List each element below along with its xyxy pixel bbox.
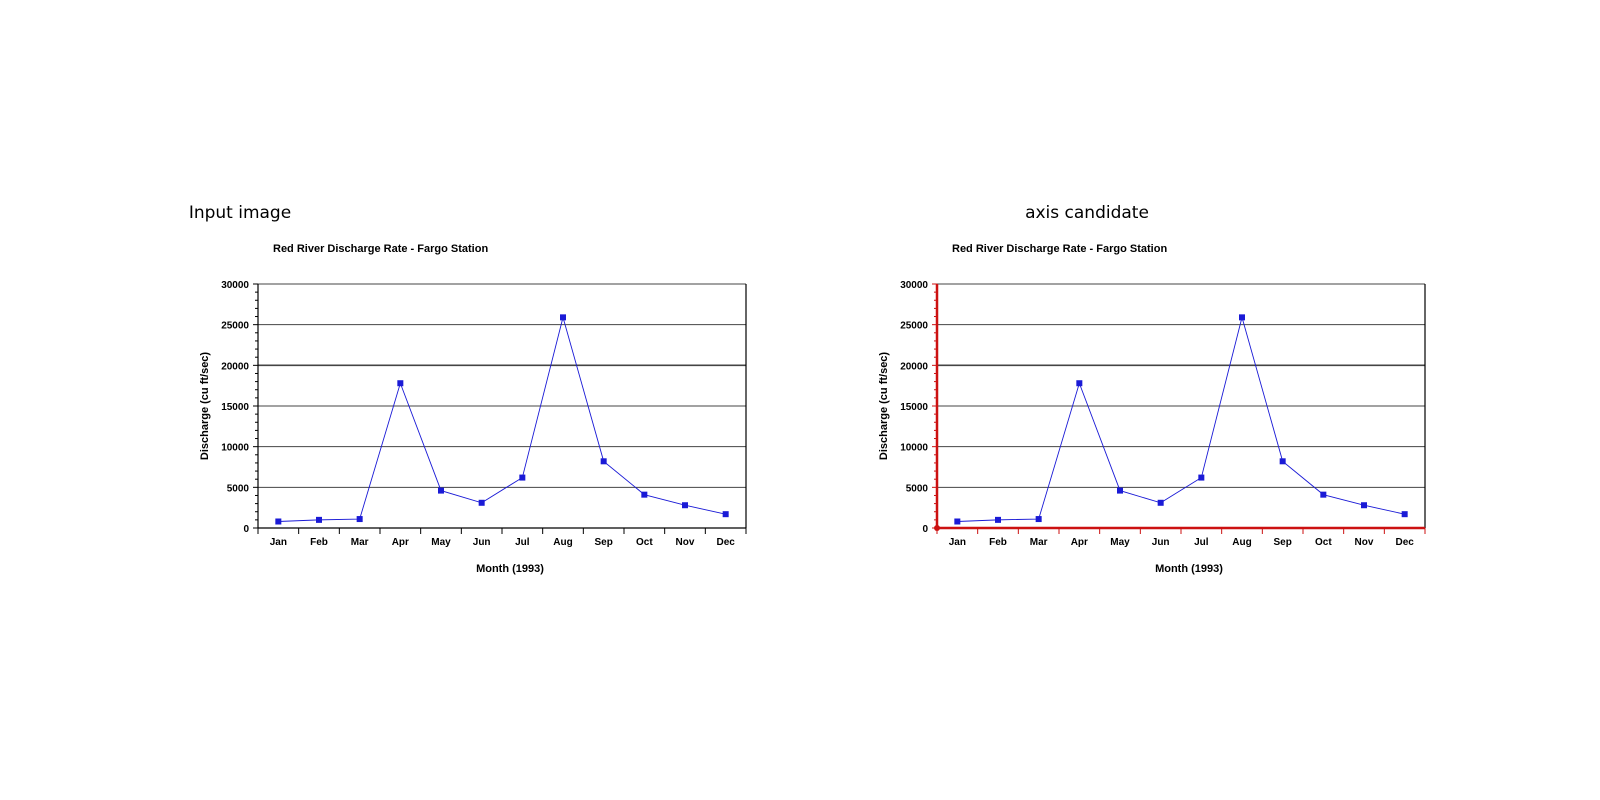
- data-point: [954, 518, 961, 525]
- y-tick-label: 25000: [900, 321, 928, 332]
- data-point: [316, 516, 322, 523]
- y-tick-label: 20000: [221, 361, 249, 372]
- axis-candidate-panel: axis candidate: [800, 0, 1600, 800]
- panel-heading-input: Input image: [188, 203, 292, 223]
- data-point: [1117, 487, 1123, 494]
- x-tick-label: Sep: [594, 537, 612, 548]
- x-tick-label: Aug: [1232, 537, 1251, 548]
- data-point: [1279, 458, 1286, 465]
- x-tick-label: Apr: [1071, 537, 1088, 548]
- chart-group-axis-candidate: Red River Discharge Rate - Fargo Station…: [878, 243, 1426, 575]
- data-point: [438, 487, 444, 494]
- axis-origin-marker: [934, 525, 940, 531]
- y-tick-label: 10000: [900, 443, 928, 454]
- x-tick-label: Jun: [1152, 537, 1170, 548]
- x-tick-label: Jun: [473, 537, 491, 548]
- data-point: [356, 516, 363, 523]
- y-axis-title: Discharge (cu ft/sec): [199, 352, 211, 461]
- y-tick-label: 25000: [221, 321, 249, 332]
- x-tick-label: Jan: [949, 537, 966, 548]
- series-line: [957, 315, 1405, 522]
- y-axis-title: Discharge (cu ft/sec): [878, 352, 890, 461]
- y-tick-label: 15000: [900, 402, 928, 413]
- y-tick-label: 20000: [900, 361, 928, 372]
- y-tick-label: 5000: [227, 483, 250, 494]
- y-tick-label: 30000: [900, 280, 928, 291]
- data-point: [275, 518, 282, 525]
- y-tick-label: 0: [922, 524, 928, 535]
- x-tick-label: Feb: [989, 537, 1007, 548]
- data-point: [1361, 502, 1367, 509]
- x-tick-label: Nov: [1355, 537, 1374, 548]
- data-point: [1076, 380, 1083, 387]
- input-image-panel: Input image: [188, 203, 292, 223]
- data-point: [478, 499, 485, 506]
- data-point: [560, 314, 566, 321]
- data-point: [397, 380, 404, 387]
- x-tick-label: Jul: [1194, 537, 1209, 548]
- y-tick-label: 0: [243, 524, 249, 535]
- chart-group-input: Red River Discharge Rate - Fargo Station…: [199, 243, 747, 575]
- x-tick-label: Oct: [636, 537, 653, 548]
- x-tick-label: Feb: [310, 537, 328, 548]
- data-point: [995, 516, 1001, 523]
- x-tick-label: Oct: [1315, 537, 1332, 548]
- x-tick-label: Sep: [1273, 537, 1291, 548]
- data-point: [1157, 499, 1164, 506]
- x-tick-label: Dec: [1395, 537, 1414, 548]
- y-tick-label: 30000: [221, 280, 249, 291]
- data-point: [682, 502, 688, 509]
- data-point: [1239, 314, 1245, 321]
- data-point: [641, 491, 648, 498]
- x-tick-label: May: [1110, 537, 1130, 548]
- x-tick-label: Aug: [553, 537, 572, 548]
- x-tick-label: Jul: [515, 537, 530, 548]
- data-point: [1198, 474, 1205, 481]
- chart-title: Red River Discharge Rate - Fargo Station: [273, 243, 488, 255]
- data-point: [1320, 491, 1327, 498]
- data-point: [519, 474, 526, 481]
- data-point: [722, 511, 729, 518]
- x-axis-title: Month (1993): [476, 563, 544, 575]
- x-tick-label: Mar: [1030, 537, 1048, 548]
- x-axis-title: Month (1993): [1155, 563, 1223, 575]
- chart-title: Red River Discharge Rate - Fargo Station: [952, 243, 1167, 255]
- data-point: [1401, 511, 1408, 518]
- y-tick-label: 5000: [906, 483, 929, 494]
- data-point: [1035, 516, 1042, 523]
- x-tick-label: Dec: [716, 537, 735, 548]
- x-tick-label: Nov: [676, 537, 695, 548]
- series-line: [278, 315, 726, 522]
- x-tick-label: Jan: [270, 537, 287, 548]
- y-tick-label: 10000: [221, 443, 249, 454]
- x-tick-label: May: [431, 537, 451, 548]
- x-tick-label: Apr: [392, 537, 409, 548]
- x-tick-label: Mar: [351, 537, 369, 548]
- data-point: [600, 458, 607, 465]
- panel-heading-axis-candidate: axis candidate: [1025, 203, 1149, 223]
- y-tick-label: 15000: [221, 402, 249, 413]
